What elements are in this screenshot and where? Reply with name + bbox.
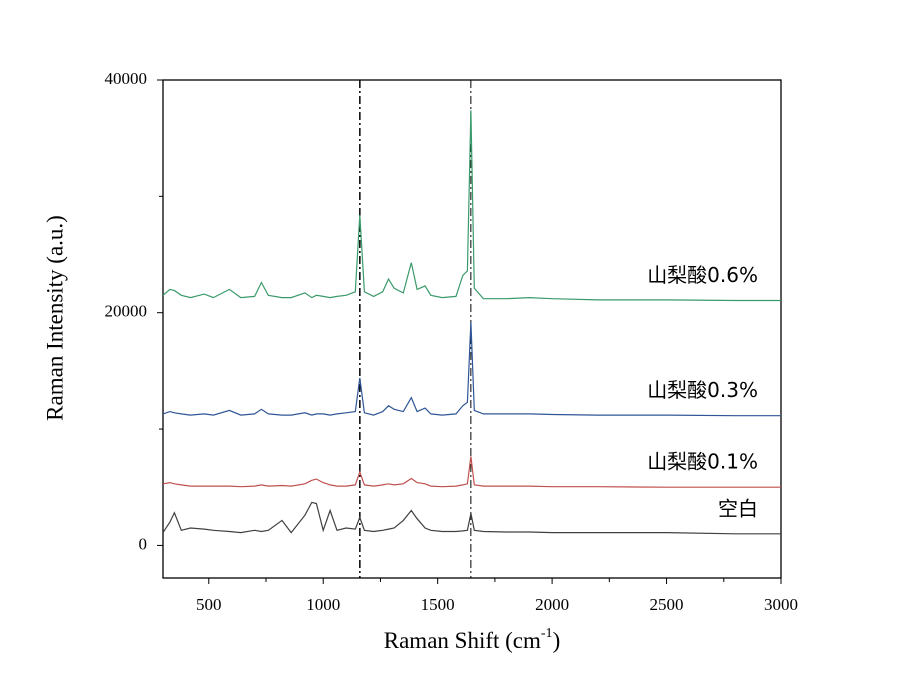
- x-tick-label: 2000: [535, 595, 569, 614]
- series-label: 山梨酸0.1%: [647, 450, 758, 474]
- series-label: 山梨酸0.3%: [647, 378, 758, 402]
- series-line: [162, 321, 781, 417]
- series-line: [162, 456, 781, 488]
- x-tick-label: 500: [196, 595, 222, 614]
- y-tick-label: 20000: [105, 302, 148, 321]
- series-line: [162, 110, 781, 302]
- x-label-end: ): [553, 628, 561, 653]
- x-tick-label: 3000: [764, 595, 798, 614]
- series-label: 山梨酸0.6%: [647, 263, 758, 287]
- plot-frame: [162, 79, 782, 579]
- x-label-text: Raman Shift (cm: [384, 628, 541, 653]
- x-tick-label: 2500: [650, 595, 684, 614]
- series-label: 空白: [718, 496, 758, 520]
- x-axis-label: Raman Shift (cm-1): [384, 626, 560, 653]
- series-line: [162, 501, 781, 535]
- y-tick-label: 0: [139, 534, 148, 553]
- x-label-sup: -1: [541, 626, 553, 641]
- x-tick-label: 1000: [306, 595, 340, 614]
- x-tick-label: 1500: [421, 595, 455, 614]
- y-tick-label: 40000: [105, 69, 148, 88]
- y-axis-label: Raman Intensity (a.u.): [42, 215, 67, 421]
